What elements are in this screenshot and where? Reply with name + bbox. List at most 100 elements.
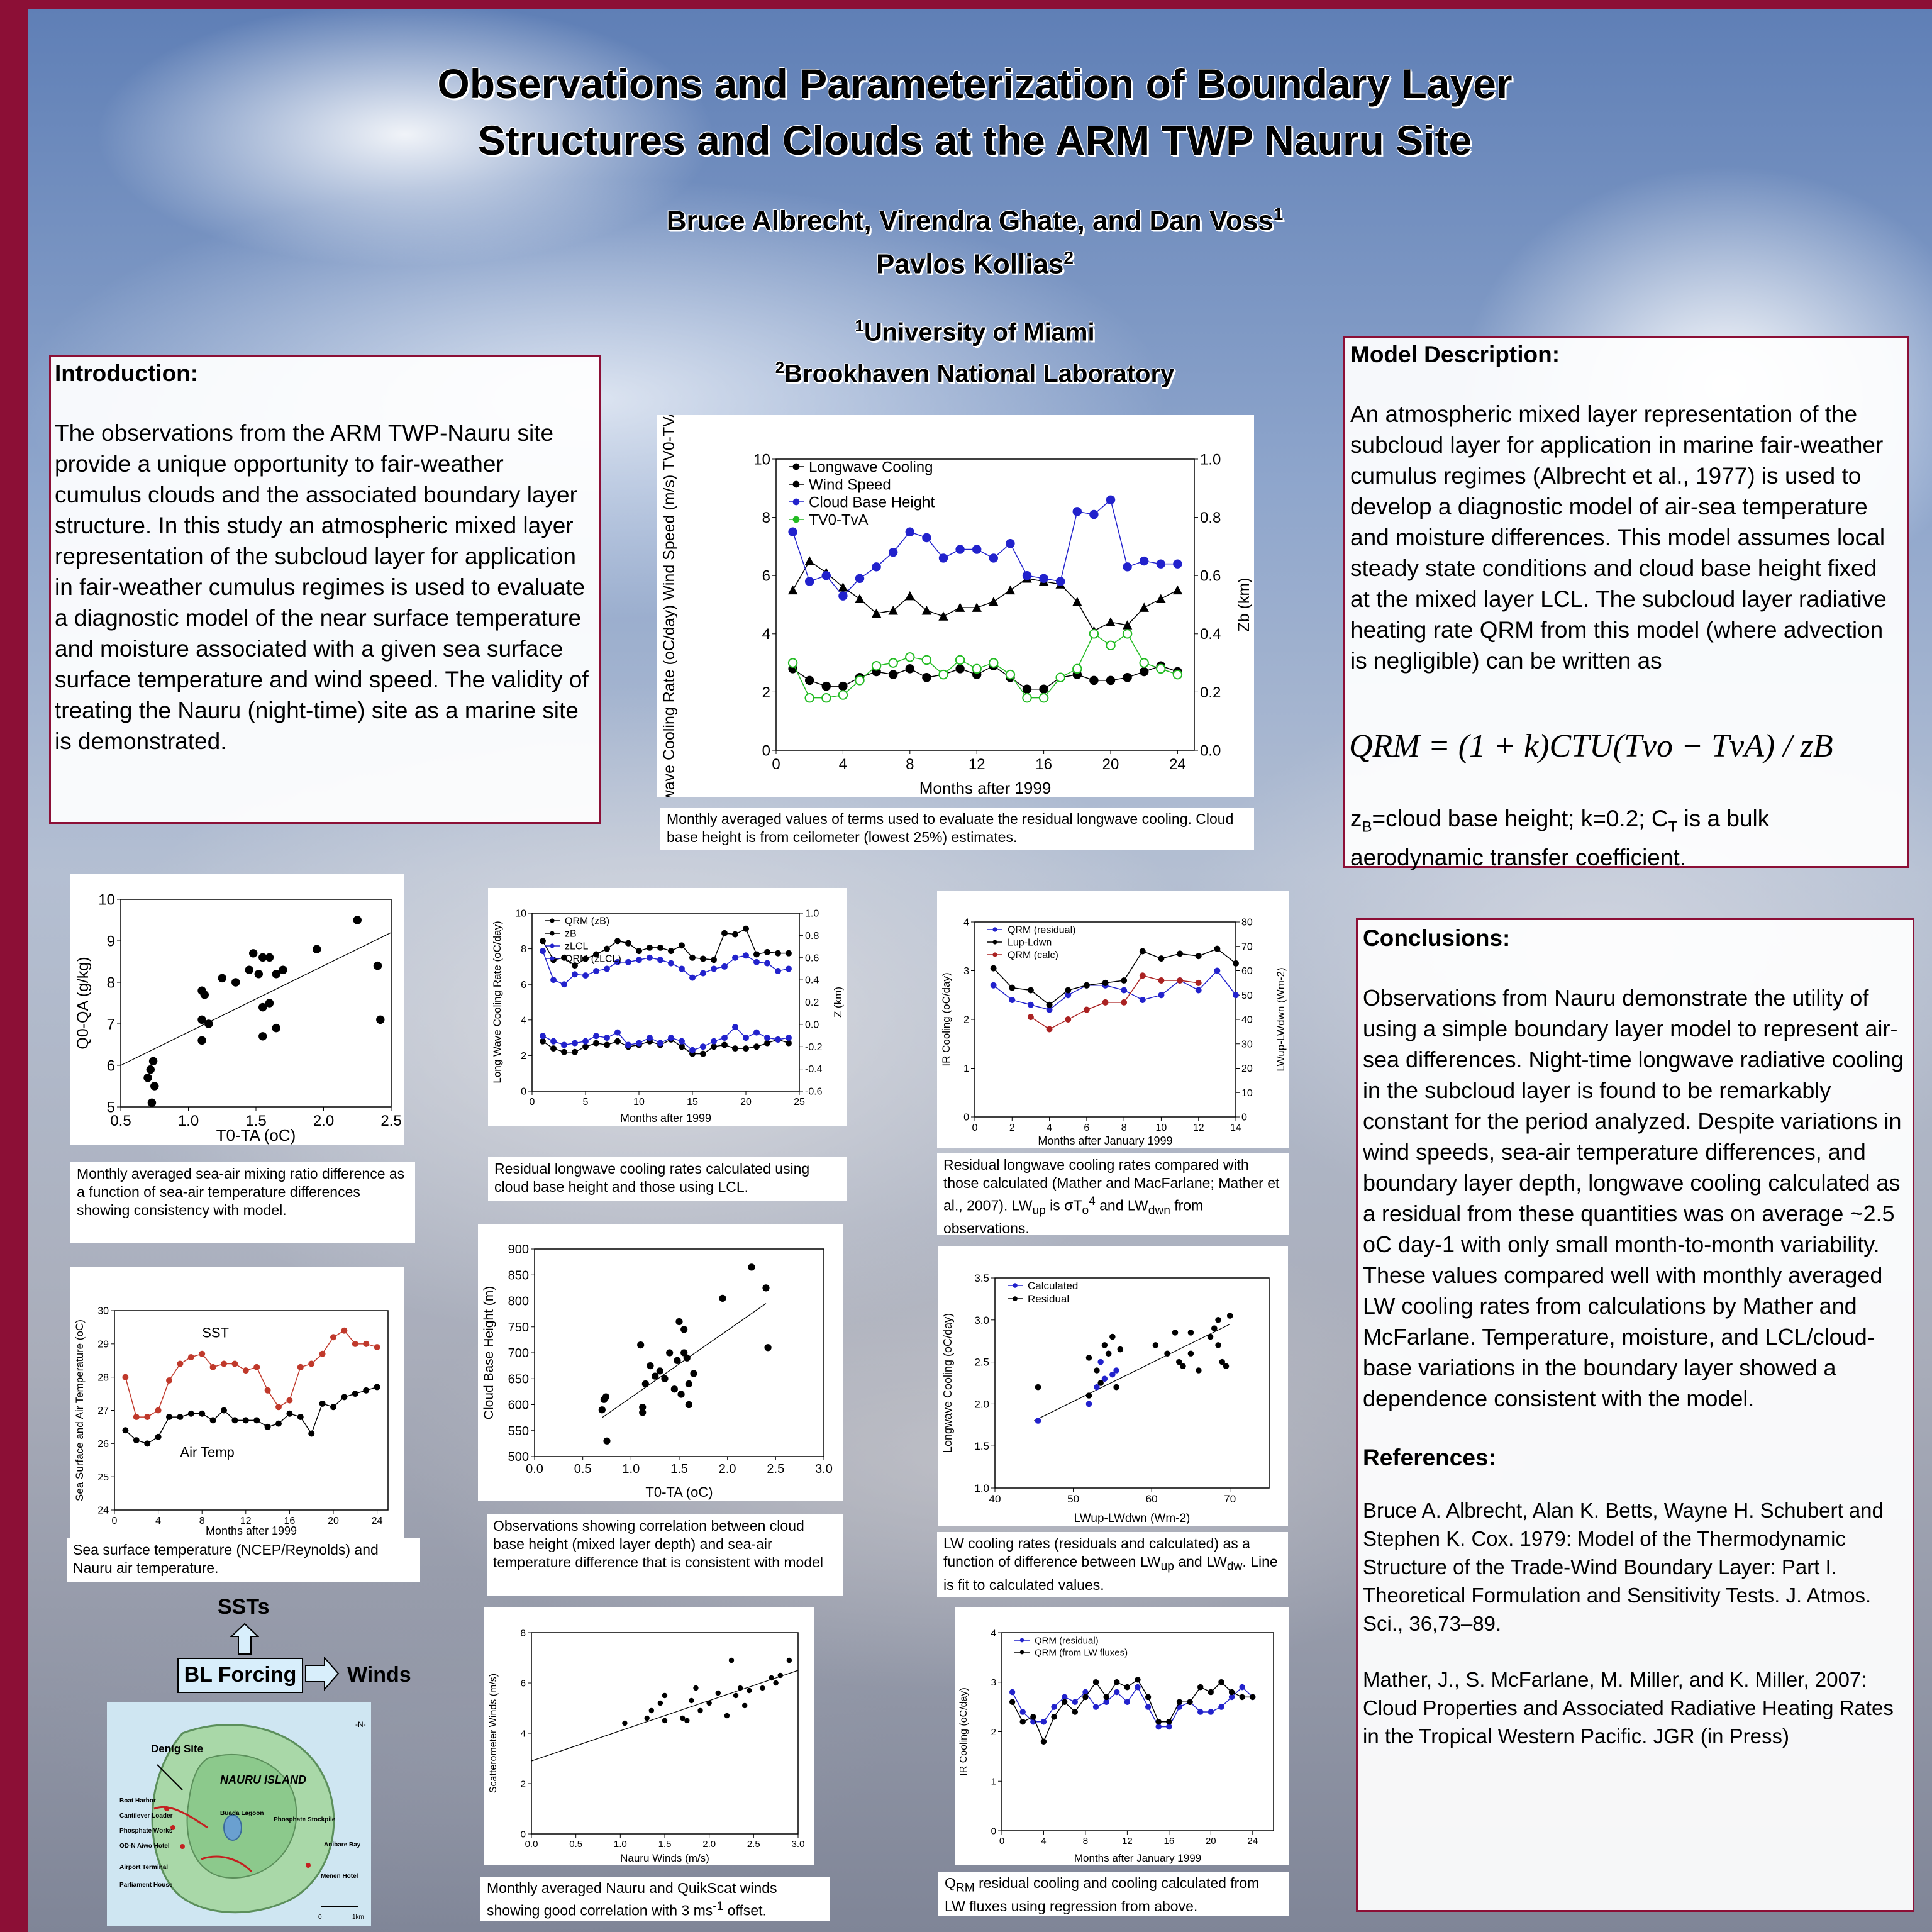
y2-tick-label: 50 [1241,991,1253,1001]
y-tick-label: 650 [508,1372,529,1386]
data-point [373,961,382,970]
figure-lw-difference: 40 50 60 70 1.0 1.5 2.0 2.5 3.0 3.5 LWup-LWdwn (Wm… [938,1246,1288,1526]
y-tick-label: 4 [991,1628,996,1638]
affil-num-1: 1 [855,316,864,335]
references-heading: References: [1363,1445,1496,1470]
x-tick-label: 0.5 [110,1113,131,1130]
data-point [572,962,578,969]
data-point [721,1041,728,1048]
y-tick-label: 10 [753,451,770,468]
map-label-nauru: NAURU ISLAND [220,1774,306,1786]
x-tick-label: 1.5 [658,1839,672,1850]
map-label-boat-harbor: Boat Harbor [119,1797,156,1804]
ct-def: is a bulk aerodynamic transfer coefficie… [1350,806,1770,871]
data-point [1211,1325,1218,1331]
y-tick-label: 2 [963,1015,969,1026]
affil-line-1: 1University of Miami [252,308,1698,350]
plot-frame [531,913,800,1092]
x-tick-label: 60 [1146,1493,1158,1505]
x-tick-label: 1.5 [245,1113,266,1130]
c4-text-d: from observations. [943,1197,1204,1237]
y-tick-label: 8 [107,974,115,991]
y-tick-label: 24 [97,1506,109,1516]
data-point [1009,997,1016,1003]
data-point [122,1374,129,1380]
data-point [668,960,674,967]
y-tick-label: 6 [521,1678,526,1689]
x-tick-label: 20 [1102,756,1119,773]
data-point [888,658,898,668]
north-arrow-icon: -N- [355,1720,366,1729]
data-point [1055,577,1065,586]
data-point [1156,594,1166,603]
x-tick-label: 6 [1084,1123,1089,1133]
data-point [1226,1313,1233,1319]
data-point [1040,1719,1047,1725]
legend-label: Cloud Base Height [809,494,935,511]
data-point [990,982,997,989]
y2-tick-label: 60 [1241,966,1253,977]
data-point [661,1375,669,1382]
data-point [1187,1699,1193,1705]
data-point [1139,997,1146,1003]
data-point [319,1350,326,1357]
data-point [1172,1330,1179,1336]
y2-tick-label: -0.6 [805,1087,823,1097]
data-point [905,664,915,674]
data-point [804,577,814,586]
data-point [674,1357,681,1364]
data-point [689,1697,694,1704]
data-point [1156,559,1166,569]
model-description-heading: Model Description: [1350,341,1560,367]
data-point [279,965,287,974]
data-point [1022,684,1032,694]
affil-sup-1: 1 [1273,204,1284,224]
x-tick-label: 1.0 [614,1839,627,1850]
map-label-anibare: Anibare Bay [324,1841,361,1848]
y-tick-label: 10 [98,891,115,908]
data-point [753,951,760,958]
plot-frame [534,1248,824,1457]
data-point [1085,1355,1092,1361]
data-point [155,1433,162,1440]
reference-2: Mather, J., S. McFarlane, M. Miller, and… [1363,1668,1894,1748]
data-point [1022,570,1032,580]
data-point [199,1410,206,1417]
data-point [133,1437,140,1444]
y-tick-label: 29 [97,1339,109,1350]
data-point [775,967,781,974]
y-tick-label: 3.5 [974,1272,989,1284]
data-point [604,1035,610,1041]
data-point [561,1041,567,1048]
data-point [122,1427,129,1434]
data-point [1072,1709,1079,1715]
data-point [275,1404,282,1411]
data-point [1035,1384,1041,1391]
data-point [764,948,770,955]
legend-label: Longwave Cooling [809,458,933,475]
data-point [540,938,546,945]
data-point [1145,1694,1152,1701]
x-tick-label: 12 [1193,1123,1204,1133]
data-point [711,1043,717,1050]
data-point [721,963,728,970]
figure-mather-compare: 0 2 4 6 8 10 12 14 0 1 2 3 4 0 10 20 30 40 50 60 70 80 Months … [937,891,1289,1148]
c7-text-b: and LW [1174,1553,1227,1570]
data-point [838,681,848,691]
data-point [1123,673,1132,682]
fit-line [601,1303,767,1418]
data-point [1139,972,1146,979]
y-tick-label: 750 [508,1321,529,1335]
data-point [221,1407,227,1414]
data-point [732,1045,738,1052]
data-point [1102,979,1109,986]
data-point [786,1035,792,1041]
data-point [786,1657,792,1663]
plot-frame [120,899,392,1108]
map-label-stockpile: Phosphate Stockpile [274,1816,336,1823]
data-point [248,949,258,958]
data-point [1072,1699,1079,1705]
y-tick-label: 0 [991,1826,996,1836]
data-point [804,556,814,565]
title-line-1: Observations and Parameterization of Bou… [437,60,1513,107]
